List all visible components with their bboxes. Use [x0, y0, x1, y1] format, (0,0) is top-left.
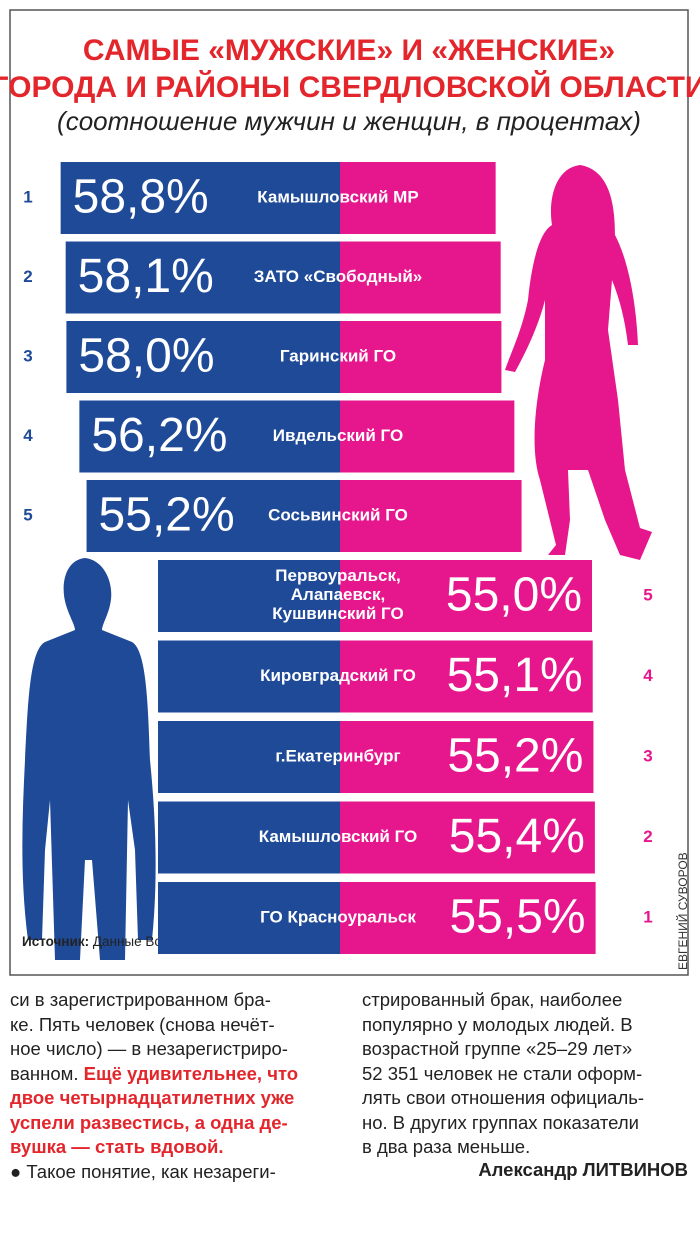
rank: 3	[23, 346, 32, 365]
article-right: стрированный брак, наиболее популярно у м…	[362, 988, 688, 1182]
article-line: лять свои отношения официаль-	[362, 1087, 644, 1108]
article-left: си в зарегистрированном бра-ке. Пять чел…	[10, 988, 298, 1184]
page: САМЫЕ «МУЖСКИЕ» И «ЖЕНСКИЕ» ГОРОДА И РАЙ…	[0, 0, 700, 1246]
category-label: Ивдельский ГО	[273, 426, 403, 445]
category-label: Камышловский ГО	[259, 827, 418, 846]
value-label: 55,2%	[99, 489, 235, 542]
chart-subtitle: (соотношение мужчин и женщин, в процента…	[57, 106, 641, 136]
article-highlight: Ещё удивительнее, что	[84, 1063, 298, 1084]
category-label: ГО Красноуральск	[260, 907, 416, 926]
article-line: стрированный брак, наиболее	[362, 989, 622, 1010]
rank: 4	[23, 426, 33, 445]
category-label: г.Екатеринбург	[275, 746, 400, 765]
infographic: САМЫЕ «МУЖСКИЕ» И «ЖЕНСКИЕ» ГОРОДА И РАЙ…	[0, 0, 700, 985]
category-label: ЗАТО «Свободный»	[254, 267, 422, 286]
value-label: 55,1%	[447, 649, 583, 702]
category-label: Сосьвинский ГО	[268, 505, 408, 524]
article-line: ванном.	[10, 1063, 79, 1084]
article-line: ное число) — в незарегистриро-	[10, 1038, 288, 1059]
value-label: 58,1%	[78, 250, 214, 303]
rank: 2	[23, 267, 32, 286]
article-line: в два раза меньше.	[362, 1136, 530, 1157]
article-highlight: успели развестись, а одна де-	[10, 1112, 288, 1133]
category-label: Гаринский ГО	[280, 346, 396, 365]
value-label: 58,0%	[78, 330, 214, 383]
value-label: 55,2%	[447, 730, 583, 783]
article-highlight: двое четырнадцатилетних уже	[10, 1087, 294, 1108]
article-line: 52 351 человек не стали оформ-	[362, 1063, 642, 1084]
rank: 4	[643, 666, 653, 685]
value-label: 55,0%	[446, 569, 582, 622]
rank: 2	[643, 827, 652, 846]
value-label: 56,2%	[91, 409, 227, 462]
chart-title: САМЫЕ «МУЖСКИЕ» И «ЖЕНСКИЕ»	[83, 34, 615, 67]
rank: 1	[643, 907, 652, 926]
author: Александр ЛИТВИНОВ	[362, 1158, 688, 1183]
rank: 3	[643, 746, 652, 765]
category-label: Камышловский МР	[257, 187, 418, 206]
article-line: но. В других группах показатели	[362, 1112, 639, 1133]
value-label: 58,8%	[73, 171, 209, 224]
credit: ЕВГЕНИЙ СУВОРОВ	[675, 852, 690, 970]
value-label: 55,5%	[449, 891, 585, 944]
article-line: популярно у молодых людей. В	[362, 1014, 633, 1035]
rank: 5	[643, 585, 652, 604]
article-highlight: вушка — стать вдовой.	[10, 1136, 224, 1157]
rank: 5	[23, 505, 32, 524]
rank: 1	[23, 187, 32, 206]
source-label: Источник:	[22, 934, 89, 949]
article-line: ке. Пять человек (снова нечёт-	[10, 1014, 275, 1035]
article-line: си в зарегистрированном бра-	[10, 989, 271, 1010]
category-label: Кировградский ГО	[260, 666, 416, 685]
value-label: 55,4%	[449, 810, 585, 863]
article-line: возрастной группе «25–29 лет»	[362, 1038, 632, 1059]
chart-title: ГОРОДА И РАЙОНЫ СВЕРДЛОВСКОЙ ОБЛАСТИ	[0, 70, 700, 104]
category-label: Первоуральск,Алапаевск,Кушвинский ГО	[272, 566, 403, 623]
article-line: Такое понятие, как незареги-	[26, 1161, 275, 1182]
